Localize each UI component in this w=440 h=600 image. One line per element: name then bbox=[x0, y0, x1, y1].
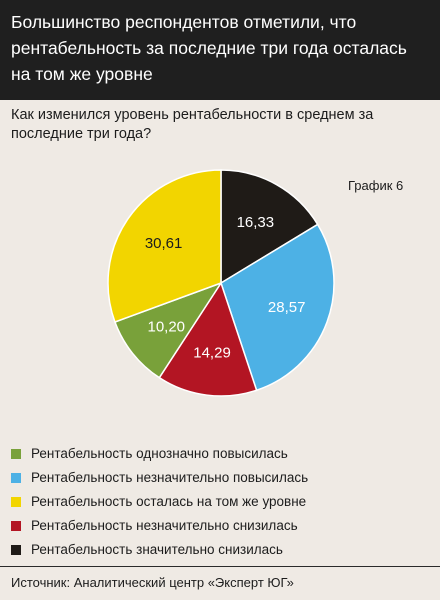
slice-slight-increase bbox=[220, 223, 335, 392]
header-banner: Большинство респондентов отметили, что р… bbox=[0, 0, 440, 100]
legend-item: Рентабельность незначительно снизилась bbox=[11, 514, 431, 538]
source-note: Источник: Аналитический центр «Эксперт Ю… bbox=[11, 575, 294, 590]
legend-item: Рентабельность значительно снизилась bbox=[11, 538, 431, 562]
slice-slight-decrease bbox=[158, 281, 258, 397]
legend-item: Рентабельность незначительно повысилась bbox=[11, 465, 431, 489]
footer-divider bbox=[0, 566, 440, 567]
chart-headline: Большинство респондентов отметили, что р… bbox=[11, 12, 407, 84]
legend-label: Рентабельность незначительно снизилась bbox=[31, 518, 298, 534]
legend-swatch bbox=[11, 521, 21, 532]
legend-swatch bbox=[11, 496, 21, 507]
legend-swatch bbox=[11, 472, 21, 483]
legend-label: Рентабельность незначительно повысилась bbox=[31, 469, 309, 485]
legend-item: Рентабельность однозначно повысилась bbox=[11, 441, 431, 465]
legend-item: Рентабельность осталась на том же уровне bbox=[11, 489, 431, 513]
legend-swatch bbox=[11, 448, 21, 459]
legend-label: Рентабельность осталась на том же уровне bbox=[31, 493, 307, 509]
slice-significant-decrease bbox=[220, 169, 319, 285]
graph-number-label: График 6 bbox=[348, 178, 404, 193]
slice-value-label: 14,29 bbox=[193, 344, 231, 361]
slice-value-label: 16,33 bbox=[237, 214, 275, 231]
slice-same-level bbox=[107, 169, 222, 323]
slice-value-label: 10,20 bbox=[147, 319, 185, 336]
slice-clear-increase bbox=[113, 281, 223, 379]
slice-value-label: 30,61 bbox=[145, 235, 183, 252]
legend: Рентабельность однозначно повысилась Рен… bbox=[11, 441, 431, 562]
legend-label: Рентабельность однозначно повысилась bbox=[31, 445, 288, 461]
slice-value-label: 28,57 bbox=[268, 299, 306, 316]
legend-label: Рентабельность значительно снизилась bbox=[31, 542, 283, 558]
survey-question: Как изменился уровень рентабельности в с… bbox=[11, 107, 374, 142]
legend-swatch bbox=[11, 545, 21, 556]
